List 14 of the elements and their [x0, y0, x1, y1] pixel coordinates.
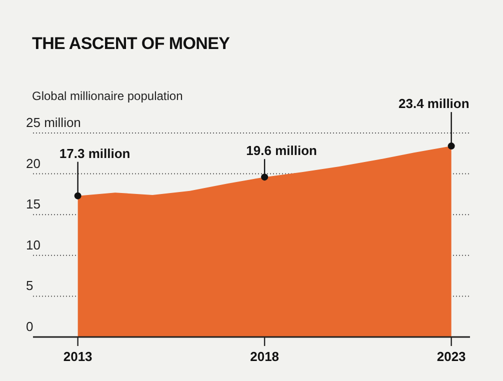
y-tick-label: 25 million: [26, 115, 81, 130]
y-tick-label: 20: [26, 156, 40, 171]
y-tick-label: 15: [26, 196, 40, 212]
annotation: 23.4 million: [398, 96, 470, 112]
y-tick-label: 5: [26, 278, 34, 294]
y-tick-label: 0: [26, 319, 34, 334]
chart-title: THE ASCENT OF MONEY: [32, 34, 230, 54]
annotation: 19.6 million: [246, 143, 318, 158]
y-axis-title: Global millionaire population: [32, 89, 183, 103]
y-tick-label: 10: [26, 237, 40, 252]
x-tick-label: 2023: [436, 349, 466, 364]
x-tick-label: 2018: [250, 349, 280, 364]
x-tick-label: 2013: [63, 349, 92, 364]
annotation: 17.3 million: [59, 146, 130, 161]
